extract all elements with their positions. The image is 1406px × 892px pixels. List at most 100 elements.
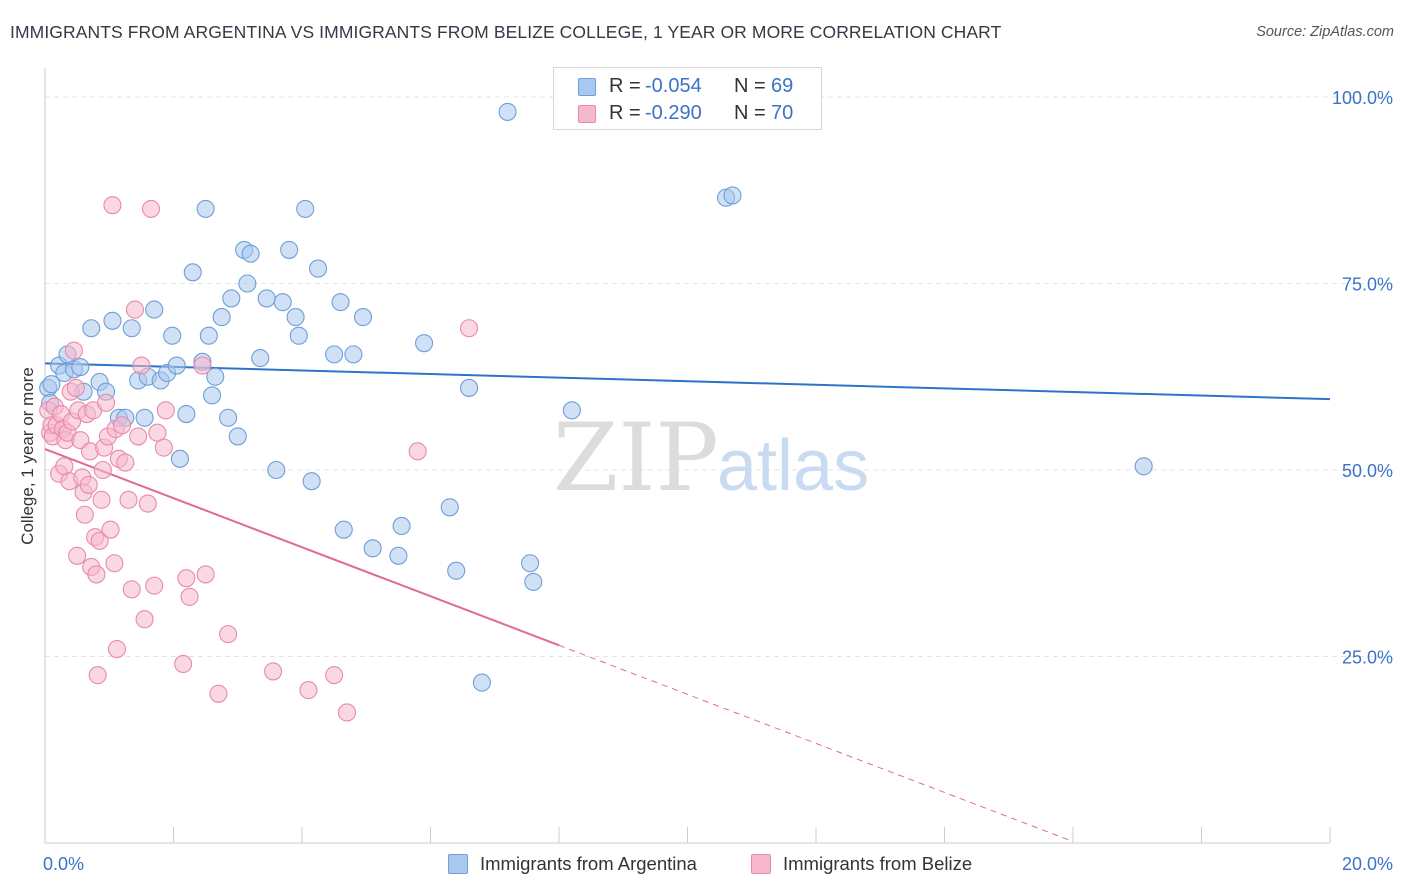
y-tick-label: 75.0% [1342,275,1393,295]
belize-point [132,356,151,375]
y-tick-label: 25.0% [1342,648,1393,668]
argentina-point [167,356,186,375]
belize-point [299,681,318,700]
belize-point [219,625,238,644]
belize-point [116,453,135,472]
series-swatch-argentina [448,854,468,874]
belize-point [154,438,173,457]
series-name-belize: Immigrants from Belize [783,853,973,874]
belize-point [264,662,283,681]
belize-point [177,569,196,588]
argentina-point [459,378,479,397]
argentina-point [163,326,182,345]
belize-point [96,393,116,412]
legend-n-value: 69 [771,75,794,97]
belize-point [113,416,132,435]
belize-point [88,666,107,685]
argentina-point [122,319,141,338]
series-points-belize [39,196,479,722]
belize-point [93,460,112,480]
watermark: ZIP atlas [553,404,869,513]
argentina-point [334,520,353,539]
belize-trend-line [44,448,560,647]
legend-swatch-belize [578,105,596,123]
series-swatch-belize [751,854,771,874]
argentina-point [103,311,122,330]
legend-r-label: R = [609,102,641,124]
belize-point [66,378,85,397]
belize-point [180,587,199,606]
argentina-point [267,460,286,480]
belize-point [129,427,148,446]
belize-point [107,639,127,659]
argentina-point [389,546,408,565]
argentina-point [447,561,466,580]
belize-point [148,423,167,442]
y-axis-label: College, 1 year or more [18,367,37,545]
belize-point [193,356,212,375]
belize-point [68,546,87,565]
argentina-point [228,427,247,446]
belize-point [156,401,175,420]
argentina-point [71,358,90,377]
argentina-point [498,102,517,121]
argentina-point [199,326,218,345]
argentina-point [440,498,459,517]
argentina-point [177,404,196,424]
belize-point [459,319,479,338]
argentina-point [309,259,328,278]
trend-lines [44,362,1331,842]
watermark-atlas: atlas [717,426,869,506]
argentina-point [302,472,321,491]
argentina-point [280,240,299,259]
source-credit: Source: ZipAtlas.com [1256,24,1394,40]
data-points [39,102,1153,722]
argentina-point [325,345,344,364]
series-points-argentina [39,102,1153,692]
argentina-point [1134,457,1153,476]
argentina-point [222,289,241,308]
belize-trend-extension [558,644,1074,842]
legend-r-label: R = [609,75,641,97]
grid-lines [45,96,1388,657]
argentina-point [212,308,231,327]
belize-point [135,610,154,629]
argentina-point [472,673,491,692]
belize-point [408,442,427,461]
belize-point [196,565,215,584]
argentina-point [289,326,308,345]
belize-point [64,341,83,360]
legend-n-label: N = [734,75,766,97]
y-tick-label: 50.0% [1342,461,1393,481]
argentina-point [196,199,215,218]
argentina-point [145,300,164,319]
legend-n-value: 70 [771,102,794,124]
argentina-point [206,367,225,386]
argentina-point [521,554,540,573]
argentina-point [257,289,276,308]
belize-point [119,490,138,509]
argentina-point [219,408,238,427]
argentina-point [524,572,543,591]
argentina-point [82,319,101,338]
belize-point [75,505,94,524]
belize-point [325,666,344,685]
argentina-point [353,308,373,327]
axes [44,68,1331,844]
argentina-point [392,516,411,536]
argentina-point [415,334,434,353]
argentina-point [238,274,257,293]
correlation-legend: R = -0.054 N = 69 R = -0.290 N = 70 [553,67,822,130]
belize-point [145,576,164,595]
legend-r-value: -0.290 [645,102,702,124]
argentina-point [251,349,270,368]
y-tick-label: 100.0% [1332,88,1393,108]
watermark-zip: ZIP [553,404,719,513]
argentina-point [42,375,61,394]
argentina-point [286,308,305,327]
belize-point [174,654,193,674]
argentina-point [273,293,292,312]
belize-point [337,703,357,722]
chart-title: IMMIGRANTS FROM ARGENTINA VS IMMIGRANTS … [10,22,1002,42]
